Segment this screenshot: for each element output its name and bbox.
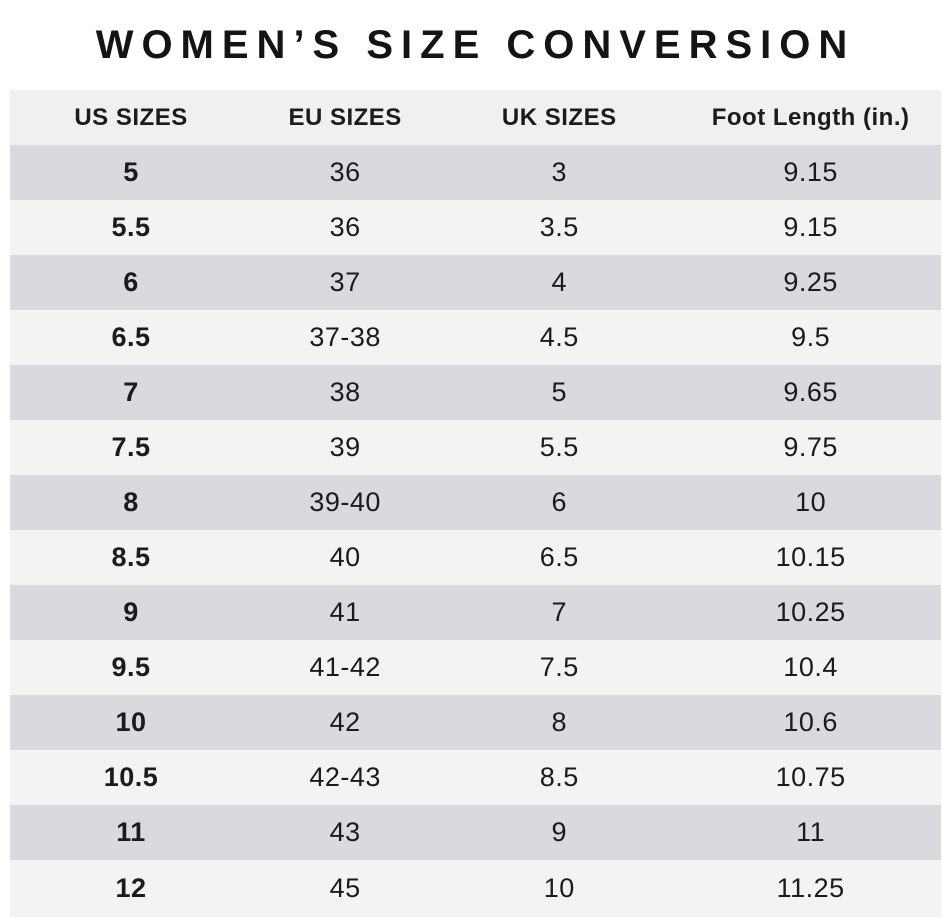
column-header-foot-length: Foot Length (in.) — [711, 103, 910, 131]
foot-length-cell: 9.75 — [783, 432, 838, 462]
eu-size-cell: 41-42 — [309, 652, 381, 682]
eu-size-cell: 39 — [329, 432, 361, 462]
uk-size-cell: 10 — [543, 873, 575, 903]
eu-size-cell: 41 — [329, 597, 361, 627]
foot-length-cell: 10.75 — [775, 762, 846, 792]
uk-size-cell: 5 — [551, 377, 568, 407]
foot-length-cell: 9.65 — [783, 377, 838, 407]
eu-size-cell: 38 — [329, 377, 361, 407]
foot-length-cell: 9.5 — [791, 322, 831, 352]
uk-size-cell: 7.5 — [539, 652, 579, 682]
eu-size-cell: 42-43 — [309, 762, 381, 792]
eu-size-cell: 43 — [329, 817, 361, 847]
uk-size-cell: 5.5 — [539, 432, 579, 462]
table-row: 7.5 39 5.5 9.75 — [10, 420, 941, 475]
uk-size-cell: 3.5 — [539, 212, 579, 242]
page-title: WOMEN’S SIZE CONVERSION — [95, 22, 856, 67]
table-row: 6.5 37-38 4.5 9.5 — [10, 310, 941, 365]
foot-length-cell: 9.25 — [783, 267, 838, 297]
table-row: 9 41 7 10.25 — [10, 585, 941, 640]
foot-length-cell: 9.15 — [783, 212, 838, 242]
size-conversion-table: US SIZES EU SIZES UK SIZES Foot Length (… — [10, 90, 941, 917]
us-size-cell: 7 — [123, 377, 139, 407]
table-row: 10.5 42-43 8.5 10.75 — [10, 750, 941, 805]
eu-size-cell: 36 — [329, 157, 361, 187]
eu-size-cell: 45 — [329, 873, 361, 903]
eu-size-cell: 40 — [329, 542, 361, 572]
foot-length-cell: 11.25 — [776, 873, 845, 903]
table-row: 8.5 40 6.5 10.15 — [10, 530, 941, 585]
column-header-eu-sizes: EU SIZES — [288, 103, 402, 131]
uk-size-cell: 7 — [551, 597, 568, 627]
us-size-cell: 8.5 — [111, 542, 151, 572]
eu-size-cell: 42 — [329, 707, 361, 737]
us-size-cell: 8 — [123, 487, 139, 517]
foot-length-cell: 11 — [796, 817, 826, 847]
us-size-cell: 9 — [123, 597, 139, 627]
us-size-cell: 5 — [123, 157, 139, 187]
us-size-cell: 10 — [115, 707, 147, 737]
column-header-uk-sizes: UK SIZES — [501, 103, 617, 131]
eu-size-cell: 36 — [329, 212, 361, 242]
uk-size-cell: 4.5 — [539, 322, 579, 352]
foot-length-cell: 9.15 — [783, 157, 838, 187]
table-row: 10 42 8 10.6 — [10, 695, 941, 750]
title-bar: WOMEN’S SIZE CONVERSION — [0, 0, 951, 90]
us-size-cell: 9.5 — [111, 652, 151, 682]
us-size-cell: 10.5 — [103, 762, 159, 792]
us-size-cell: 7.5 — [111, 432, 151, 462]
us-size-cell: 11 — [116, 817, 146, 847]
foot-length-cell: 10.15 — [775, 542, 846, 572]
foot-length-cell: 10.25 — [775, 597, 846, 627]
uk-size-cell: 6 — [551, 487, 568, 517]
uk-size-cell: 3 — [551, 157, 568, 187]
column-header-us-sizes: US SIZES — [74, 103, 188, 131]
us-size-cell: 12 — [115, 873, 147, 903]
uk-size-cell: 8.5 — [539, 762, 579, 792]
us-size-cell: 6.5 — [111, 322, 151, 352]
uk-size-cell: 9 — [551, 817, 568, 847]
table-row: 7 38 5 9.65 — [10, 365, 941, 420]
table-row: 5.5 36 3.5 9.15 — [10, 200, 941, 255]
uk-size-cell: 8 — [551, 707, 568, 737]
eu-size-cell: 37-38 — [309, 322, 381, 352]
table-row: 5 36 3 9.15 — [10, 145, 941, 200]
table-row: 8 39-40 6 10 — [10, 475, 941, 530]
table-header-row: US SIZES EU SIZES UK SIZES Foot Length (… — [10, 90, 941, 145]
eu-size-cell: 37 — [329, 267, 361, 297]
table-row: 12 45 10 11.25 — [10, 860, 941, 917]
uk-size-cell: 6.5 — [539, 542, 579, 572]
foot-length-cell: 10 — [795, 487, 827, 517]
table-row: 11 43 9 11 — [10, 805, 941, 860]
uk-size-cell: 4 — [551, 267, 568, 297]
table-row: 6 37 4 9.25 — [10, 255, 941, 310]
foot-length-cell: 10.6 — [783, 707, 838, 737]
table-row: 9.5 41-42 7.5 10.4 — [10, 640, 941, 695]
us-size-cell: 5.5 — [111, 212, 151, 242]
foot-length-cell: 10.4 — [783, 652, 838, 682]
eu-size-cell: 39-40 — [309, 487, 381, 517]
us-size-cell: 6 — [123, 267, 139, 297]
